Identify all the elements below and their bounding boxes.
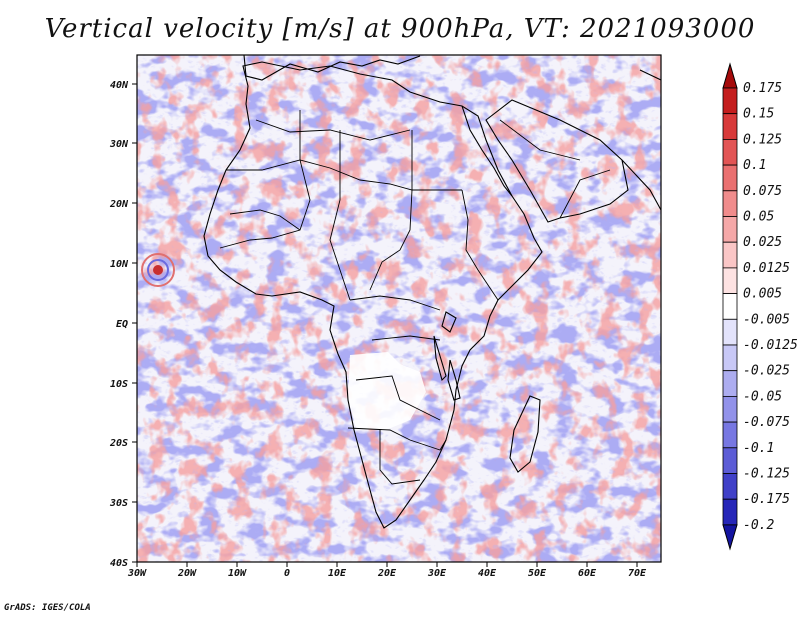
colorbar-swatch bbox=[722, 395, 738, 423]
lon-label: 40E bbox=[478, 568, 497, 579]
colorbar-swatch bbox=[722, 473, 738, 500]
colorbar-label: -0.0125 bbox=[743, 338, 798, 353]
calm-region bbox=[348, 352, 426, 430]
lon-label: 10E bbox=[328, 568, 347, 579]
lat-label: 40S bbox=[110, 558, 128, 569]
grads-credit: GrADS: IGES/COLA bbox=[4, 603, 91, 613]
country-borders bbox=[219, 110, 611, 485]
plot-frame bbox=[136, 54, 662, 563]
lat-label: 40N bbox=[110, 80, 129, 91]
colorbar-swatch bbox=[722, 293, 738, 320]
longitude-axis: 30W 20W 10W 0 10E 20E 30E 40E 50E 60E 70… bbox=[127, 568, 647, 579]
colorbar-label: 0.075 bbox=[743, 184, 782, 199]
colorbar-label: -0.025 bbox=[743, 364, 790, 379]
lat-label: EQ bbox=[116, 319, 128, 330]
lat-label: 10S bbox=[110, 379, 128, 390]
colorbar-label: -0.05 bbox=[743, 389, 782, 404]
velocity-field bbox=[137, 55, 661, 562]
colorbar-swatch bbox=[722, 87, 738, 115]
colorbar-label: 0.1 bbox=[743, 158, 766, 173]
colorbar-min-arrow bbox=[722, 524, 738, 551]
colorbar-swatch bbox=[722, 113, 738, 140]
colorbar-label: -0.175 bbox=[743, 492, 790, 507]
colorbar-swatch bbox=[722, 216, 738, 243]
lon-label: 0 bbox=[284, 568, 290, 579]
colorbar-label: 0.005 bbox=[743, 287, 782, 302]
colorbar-swatch bbox=[722, 498, 738, 526]
colorbar-swatch bbox=[722, 318, 738, 346]
lon-label: 60E bbox=[578, 568, 597, 579]
colorbar-swatch bbox=[722, 370, 738, 397]
colorbar: 0.175 0.15 0.125 0.1 0.075 0.05 0.025 0.0125 0.0… bbox=[722, 62, 798, 551]
colorbar-swatch bbox=[722, 241, 738, 269]
lon-label: 50E bbox=[528, 568, 547, 579]
colorbar-swatch bbox=[722, 421, 738, 449]
lon-label: 30E bbox=[427, 568, 447, 579]
arabia-coastline bbox=[485, 99, 629, 223]
lon-label: 30W bbox=[127, 568, 147, 579]
lat-label: 10N bbox=[110, 259, 129, 270]
africa-coastline bbox=[203, 61, 543, 529]
colorbar-label: 0.05 bbox=[743, 210, 774, 225]
lat-label: 20S bbox=[109, 438, 128, 449]
coastlines bbox=[203, 55, 661, 529]
colorbar-label: 0.175 bbox=[743, 81, 782, 96]
lon-label: 20W bbox=[177, 568, 197, 579]
colorbar-swatch bbox=[722, 447, 738, 474]
colorbar-swatch bbox=[722, 344, 738, 372]
colorbar-label: -0.2 bbox=[743, 518, 774, 533]
colorbar-label: -0.075 bbox=[743, 415, 790, 430]
lat-label: 20N bbox=[109, 199, 129, 210]
colorbar-label: 0.125 bbox=[743, 132, 782, 147]
colorbar-swatch bbox=[722, 164, 738, 192]
lon-label: 20E bbox=[377, 568, 397, 579]
map-title: Vertical velocity [m/s] at 900hPa, VT: 2… bbox=[44, 14, 756, 44]
colorbar-swatch bbox=[722, 190, 738, 217]
colorbar-label: -0.1 bbox=[743, 441, 774, 456]
tropical-cyclone-swirl bbox=[141, 253, 175, 287]
lon-label: 70E bbox=[628, 568, 647, 579]
madagascar-coastline bbox=[509, 395, 541, 473]
colorbar-max-arrow bbox=[722, 62, 738, 89]
colorbar-swatch bbox=[722, 138, 738, 166]
colorbar-label: 0.0125 bbox=[743, 261, 790, 276]
colorbar-swatch bbox=[722, 267, 738, 294]
latitude-axis: 40N 30N 20N 10N EQ 10S 20S 30S 40S bbox=[109, 80, 129, 569]
colorbar-label: 0.025 bbox=[743, 235, 782, 250]
lat-label: 30S bbox=[109, 498, 128, 509]
colorbar-label: -0.125 bbox=[743, 467, 790, 482]
lat-label: 30N bbox=[109, 139, 129, 150]
colorbar-label: 0.15 bbox=[743, 107, 774, 122]
colorbar-label: -0.005 bbox=[743, 312, 790, 327]
lon-label: 10W bbox=[228, 568, 247, 579]
europe-coastline bbox=[243, 55, 421, 81]
